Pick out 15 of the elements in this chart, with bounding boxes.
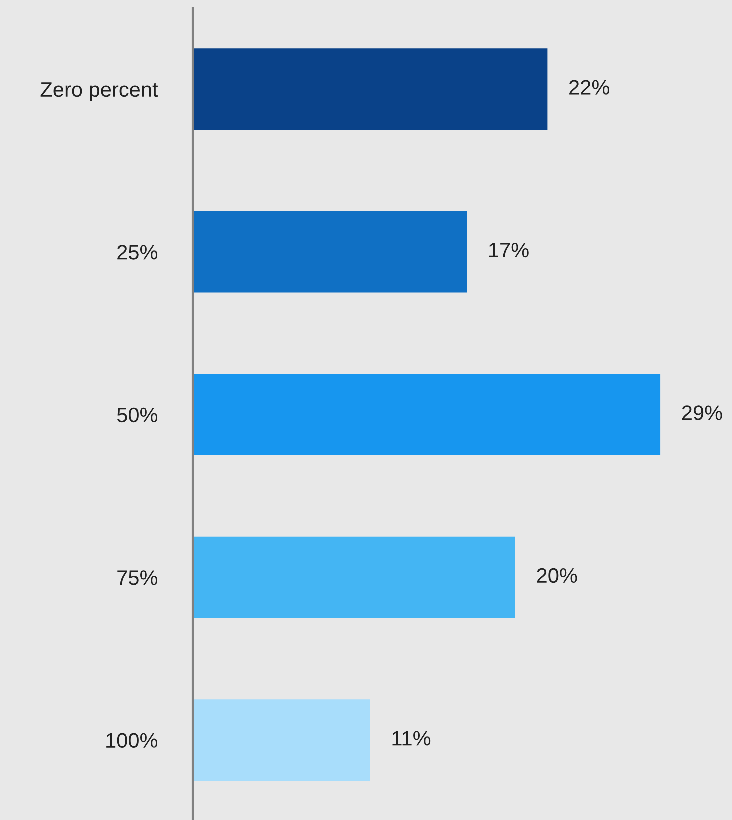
data-label: 17% [490,243,529,258]
y-tick-label: 25% [118,245,158,260]
bar [193,536,516,618]
y-tick-label: Zero percent [40,82,158,102]
y-tick-label: 75% [118,570,158,586]
data-label: 29% [682,406,722,420]
y-tick-label: 50% [117,408,158,423]
bar [193,211,468,293]
y-tick-label: 100% [106,733,158,748]
data-label: 20% [537,568,578,584]
bar [193,700,370,781]
data-label: 11% [392,731,431,746]
bar [193,374,661,456]
bar [193,48,548,130]
data-label: 22% [570,80,610,95]
